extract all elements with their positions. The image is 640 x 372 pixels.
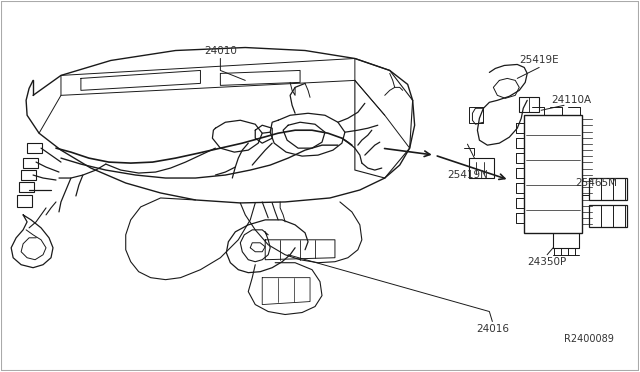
Bar <box>27 143 42 153</box>
Text: 25465M: 25465M <box>575 178 617 188</box>
Text: 24010: 24010 <box>204 45 237 55</box>
Bar <box>23 158 38 168</box>
Text: 25419E: 25419E <box>520 55 559 65</box>
Text: 24110A: 24110A <box>551 95 591 105</box>
Bar <box>21 170 36 180</box>
Text: 24016: 24016 <box>476 324 509 334</box>
Bar <box>589 205 627 227</box>
Bar <box>524 115 582 233</box>
Text: 24350P: 24350P <box>527 257 567 267</box>
Text: 25419N: 25419N <box>447 170 488 180</box>
Bar <box>19 182 34 192</box>
Text: R2400089: R2400089 <box>564 334 614 344</box>
Bar <box>469 107 483 123</box>
Bar <box>17 195 32 207</box>
Bar <box>519 97 539 112</box>
Bar <box>469 158 494 178</box>
Bar <box>589 178 627 200</box>
